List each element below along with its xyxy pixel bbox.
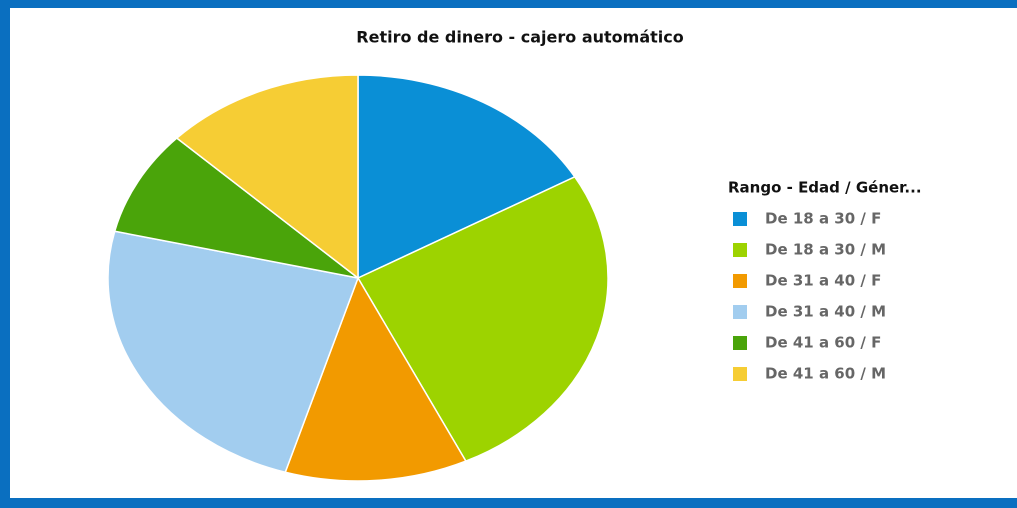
legend-swatch xyxy=(733,305,747,319)
legend-label: De 41 a 60 / F xyxy=(765,334,881,352)
pie-slice xyxy=(113,137,359,279)
pie-slice xyxy=(175,74,359,280)
legend-label: De 31 a 40 / F xyxy=(765,272,881,290)
legend-label: De 18 a 30 / M xyxy=(765,241,886,259)
pie-slice xyxy=(107,230,360,474)
pie-slice xyxy=(284,276,467,482)
legend-swatch xyxy=(733,243,747,257)
legend-title: Rango - Edad / Géner... xyxy=(728,179,922,197)
legend-swatch xyxy=(733,367,747,381)
legend-swatch xyxy=(733,212,747,226)
legend-swatch xyxy=(733,274,747,288)
legend-label: De 18 a 30 / F xyxy=(765,210,881,228)
pie-slice xyxy=(356,175,609,463)
legend-swatch xyxy=(733,336,747,350)
legend-label: De 31 a 40 / M xyxy=(765,303,886,321)
chart-title: Retiro de dinero - cajero automático xyxy=(356,28,683,47)
pie-slice xyxy=(357,74,576,280)
legend-label: De 41 a 60 / M xyxy=(765,365,886,383)
